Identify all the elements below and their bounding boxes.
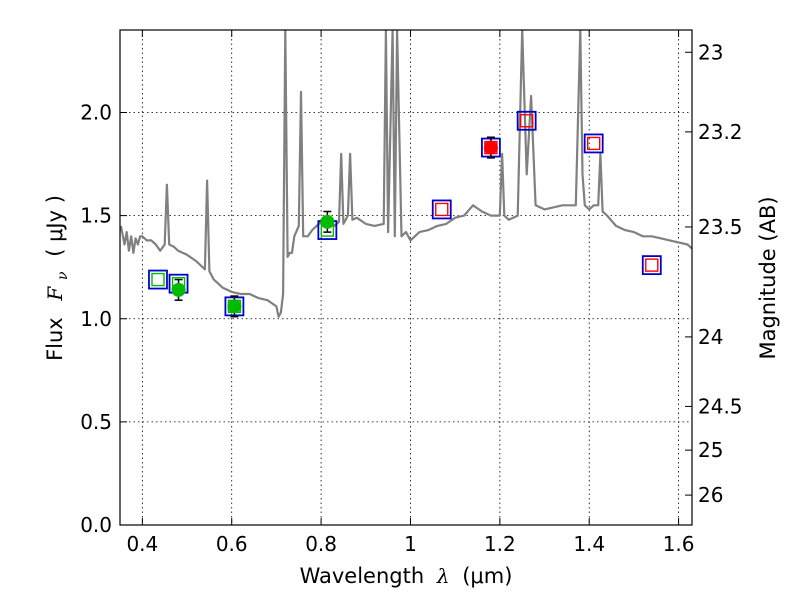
y2-tick-label: 23.5	[698, 215, 743, 239]
y2-tick-label: 26	[698, 483, 723, 507]
model-photometry-square	[431, 199, 452, 220]
y2-tick-label: 23	[698, 40, 723, 64]
y2-tick-label: 24.5	[698, 394, 743, 418]
x-tick-label: 1.6	[663, 532, 695, 556]
x-tick-label: 0.6	[216, 532, 248, 556]
photometry-points-layer	[148, 110, 662, 318]
observed-point-green	[320, 214, 335, 229]
x-axis-label: Wavelength λ (μm)	[300, 564, 513, 588]
inner-filter-square	[435, 202, 449, 217]
y-tick-label: 1.0	[80, 307, 112, 331]
plot-frame	[119, 29, 693, 526]
y2-axis-label: Magnitude (AB)	[756, 196, 780, 359]
model-spectrum-layer	[120, 30, 692, 318]
model-photometry-square	[516, 110, 537, 131]
y2-tick-label: 23.2	[698, 120, 743, 144]
y-tick-label: 0.5	[80, 410, 112, 434]
model-photometry-square	[641, 255, 662, 276]
y-tick-label: 1.5	[80, 204, 112, 228]
y-axis-label: Flux F ν ( μJy )	[43, 195, 72, 361]
x-tick-label: 0.8	[305, 532, 337, 556]
y2-tick-label: 25	[698, 438, 723, 462]
model-photometry-square	[148, 269, 168, 290]
y-tick-label: 2.0	[80, 101, 112, 125]
y-tick-label: 0.0	[80, 513, 112, 537]
x-tick-label: 1	[404, 532, 417, 556]
observed-point-green	[171, 282, 186, 297]
observed-point-green	[227, 299, 242, 314]
x-tick-label: 1.2	[484, 532, 516, 556]
model-photometry-square	[583, 133, 604, 154]
inner-filter-square	[151, 272, 165, 287]
observed-point-red	[483, 140, 498, 155]
axis-ticks	[120, 30, 692, 526]
x-tick-label: 0.4	[126, 532, 158, 556]
inner-filter-square	[645, 258, 659, 272]
inner-filter-square	[519, 114, 534, 128]
y2-tick-label: 24	[698, 325, 723, 349]
grid-lines	[120, 30, 692, 526]
spectrum-line	[120, 30, 692, 318]
inner-filter-square	[586, 136, 601, 151]
tick-labels: 0.4 0.6 0.8 1 1.2 1.4 1.6 0.0 0.5 1.0 1.5 2.0 23 23.2…	[80, 40, 742, 556]
x-tick-label: 1.4	[573, 532, 605, 556]
